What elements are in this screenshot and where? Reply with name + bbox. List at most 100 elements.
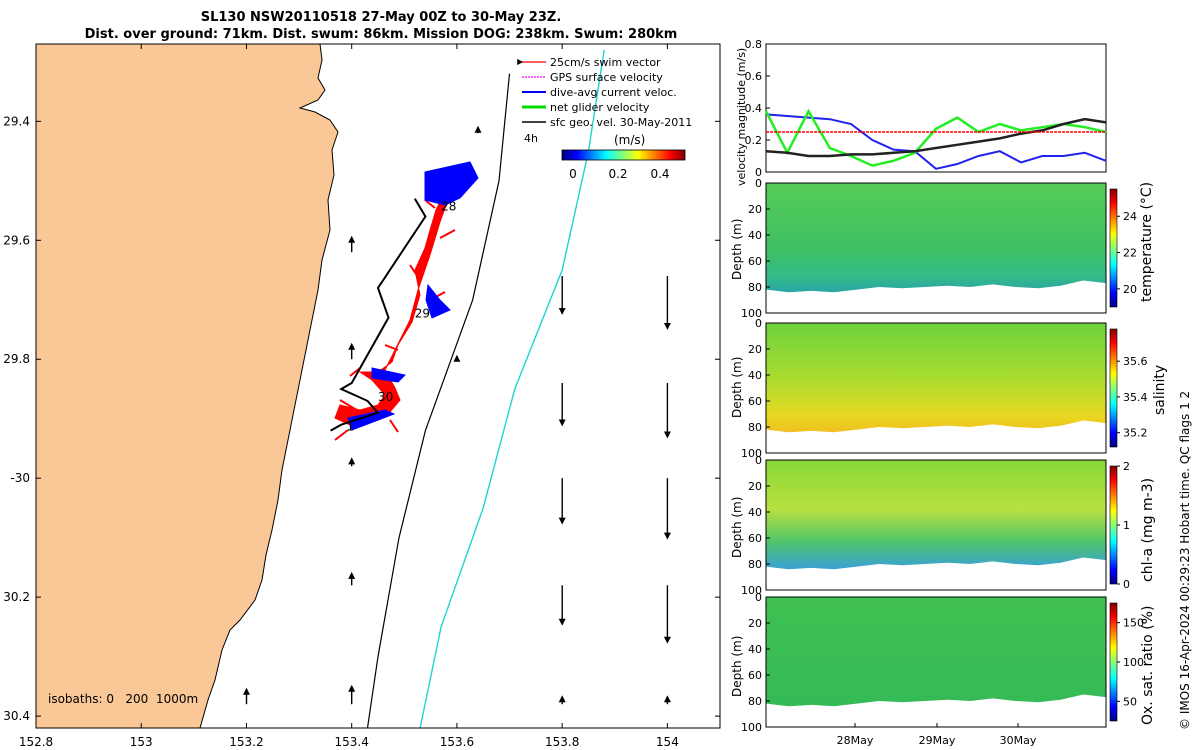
- profile-frame: [765, 459, 1107, 591]
- colorbar-tick-2: 0.4: [650, 167, 669, 181]
- date-tick-label: 30May: [1000, 734, 1037, 747]
- track-day-label: 28: [441, 200, 456, 214]
- map-x-tick-label: 154: [656, 735, 679, 749]
- isobaths-label: isobaths: 0 200 1000m: [48, 692, 198, 706]
- profile-section-fill: [766, 460, 1106, 570]
- chart-title: SL130 NSW20110518 27-May 00Z to 30-May 2…: [200, 10, 562, 25]
- depth-tick-label: 60: [748, 669, 762, 682]
- depth-tick-label: 20: [748, 203, 762, 216]
- colorbar-tick-label: 150: [1123, 617, 1144, 630]
- profile-frame: [765, 322, 1107, 454]
- depth-tick-label: 20: [748, 480, 762, 493]
- profile-salinity: 0 20 40 60 80 100 35.2 35.4 35.6: [741, 317, 1148, 460]
- colorbar-tick-label: 24: [1123, 210, 1137, 223]
- depth-label-temp: Depth (m): [730, 218, 744, 280]
- velocity-y-tick-label: 0.4: [745, 102, 763, 115]
- map-legend: 25cm/s swim vector GPS surface velocity …: [517, 56, 692, 147]
- oxygen-label: Ox. sat. ratio (%): [1140, 605, 1156, 725]
- depth-tick-label: 20: [748, 617, 762, 630]
- map-x-tick-label: 153.4: [335, 735, 369, 749]
- legend-sfc: sfc geo. vel. 30-May-2011: [550, 116, 692, 129]
- profile-chla: 0 20 40 60 80 100 0 1 2: [741, 454, 1130, 597]
- dive-avg-current: [347, 161, 479, 431]
- chart-subtitle: Dist. over ground: 71km. Dist. swum: 86k…: [84, 27, 678, 42]
- velocity-ylabel: velocity magnitude (m/s): [735, 47, 748, 186]
- depth-label-ox: Depth (m): [730, 635, 744, 697]
- profile-colorbar: [1109, 188, 1118, 308]
- depth-tick-label: 0: [755, 454, 762, 467]
- swim-vectors: [334, 171, 471, 441]
- map-y-tick-label: 30.2: [3, 590, 30, 604]
- isobath-200m: [366, 73, 511, 728]
- legend-net: net glider velocity: [550, 101, 650, 114]
- land-area: [36, 44, 339, 728]
- map-y-tick-label: 30.4: [3, 709, 30, 723]
- depth-tick-label: 80: [748, 281, 762, 294]
- profile-frame: [765, 182, 1107, 314]
- colorbar-tick-0: 0: [569, 167, 577, 181]
- map-y-tick-label: -30: [10, 471, 30, 485]
- velocity-series-line: [765, 113, 1107, 170]
- velocity-series-line: [765, 117, 1107, 158]
- profile-colorbar: [1109, 465, 1118, 585]
- profile-section-fill: [766, 597, 1106, 707]
- colorbar-tick-label: 35.6: [1123, 355, 1148, 368]
- colorbar-unit: (m/s): [614, 133, 645, 147]
- depth-tick-label: 60: [748, 255, 762, 268]
- velocity-y-tick-label: 0.2: [745, 134, 763, 147]
- colorbar-tick-label: 50: [1123, 695, 1137, 708]
- date-axis: 28May 29May 30May: [837, 723, 1037, 747]
- chla-label: chl-a (mg m-3): [1140, 477, 1156, 582]
- depth-tick-label: 60: [748, 395, 762, 408]
- profile-panels: 0 20 40 60 80 100 20 22 24 0 20 40 60 80 100 35.2 35.4 35…: [741, 177, 1148, 747]
- depth-tick-label: 100: [741, 584, 762, 597]
- depth-tick-label: 80: [748, 421, 762, 434]
- date-tick-label: 28May: [837, 734, 874, 747]
- depth-tick-label: 0: [755, 177, 762, 190]
- colorbar-tick-label: 0: [1123, 578, 1130, 591]
- colorbar-tick-1: 0.2: [608, 167, 627, 181]
- profile-oxygen: 0 20 40 60 80 100 50 100 150: [741, 591, 1144, 734]
- profile-colorbar: [1109, 328, 1118, 448]
- velocity-y-tick-label: 0.8: [745, 38, 763, 51]
- track-day-labels: 28 29 30 1: [346, 200, 456, 434]
- profile-temperature: 0 20 40 60 80 100 20 22 24: [741, 177, 1137, 320]
- depth-label-chl: Depth (m): [730, 496, 744, 558]
- track-day-label: 29: [415, 307, 430, 321]
- map-x-tick-label: 153.8: [545, 735, 579, 749]
- temperature-label: temperature (°C): [1139, 181, 1155, 302]
- colorbar-tick-label: 20: [1123, 283, 1137, 296]
- depth-tick-label: 40: [748, 643, 762, 656]
- colorbar-tick-label: 35.2: [1123, 427, 1148, 440]
- date-tick-label: 29May: [919, 734, 956, 747]
- depth-tick-label: 80: [748, 695, 762, 708]
- depth-tick-label: 100: [741, 307, 762, 320]
- map-x-tick-label: 153.6: [440, 735, 474, 749]
- velocity-series-line: [764, 108, 1107, 167]
- map-y-axis: 29.4 29.6 29.8 -30 30.2 30.4: [3, 114, 720, 723]
- credit-text: © IMOS 16-Apr-2024 00:29:23 Hobart time.…: [1178, 390, 1192, 730]
- profile-section-fill: [766, 323, 1106, 433]
- net-glider-track: [330, 198, 427, 432]
- depth-tick-label: 40: [748, 506, 762, 519]
- sfc-geo-vectors: [243, 125, 671, 705]
- colorbar-tick-label: 35.4: [1123, 391, 1148, 404]
- map-x-tick-label: 153: [130, 735, 153, 749]
- map-x-tick-label: 153.2: [229, 735, 263, 749]
- velocity-y-tick-label: 0.6: [745, 70, 763, 83]
- depth-tick-label: 0: [755, 317, 762, 330]
- depth-tick-label: 0: [755, 591, 762, 604]
- depth-tick-label: 40: [748, 369, 762, 382]
- colorbar-tick-label: 22: [1123, 247, 1137, 260]
- profile-colorbar: [1109, 602, 1118, 722]
- profile-frame: [765, 596, 1107, 728]
- legend-gps: GPS surface velocity: [550, 71, 663, 84]
- profile-section-fill: [766, 183, 1106, 293]
- map-x-axis: 152.8 153 153.2 153.4 153.6 153.8 154: [19, 44, 679, 749]
- velocity-panel: 0 0.2 0.4 0.6 0.8: [745, 38, 1107, 179]
- map-x-tick-label: 152.8: [19, 735, 53, 749]
- legend-4h: 4h: [524, 132, 538, 145]
- map-y-tick-label: 29.8: [3, 352, 30, 366]
- depth-tick-label: 20: [748, 343, 762, 356]
